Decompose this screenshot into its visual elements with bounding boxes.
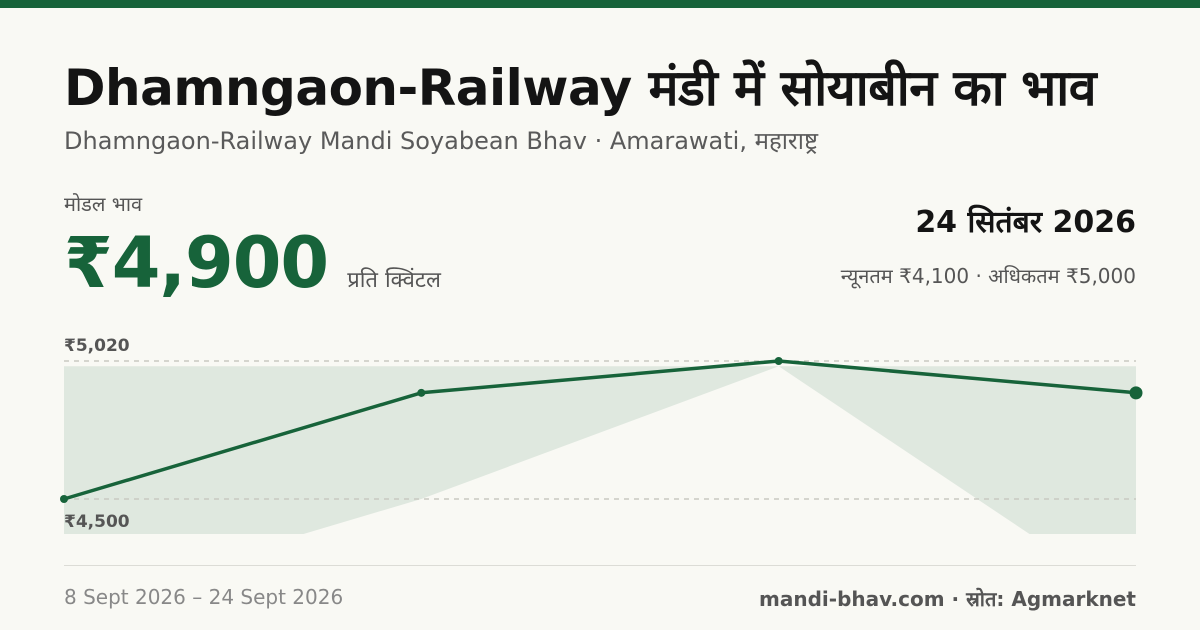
- footer-divider: [64, 565, 1136, 566]
- price-row: ₹4,900 प्रति क्विंटल: [64, 222, 441, 304]
- data-point: [417, 388, 426, 397]
- price-trend-chart: ₹5,020 ₹4,500: [60, 336, 1143, 534]
- page-title: Dhamngaon-Railway मंडी में सोयाबीन का भा…: [64, 59, 1097, 117]
- modal-price-label: मोडल भाव: [64, 192, 143, 216]
- data-point: [60, 495, 68, 503]
- y-tick-label-bottom: ₹4,500: [64, 512, 130, 532]
- date-range: 8 Sept 2026 – 24 Sept 2026: [64, 585, 344, 609]
- latest-data-point: [1129, 386, 1143, 400]
- source-credit: mandi-bhav.com · स्रोत: Agmarknet: [759, 587, 1136, 611]
- y-tick-label-top: ₹5,020: [64, 336, 130, 356]
- min-max-band: [64, 366, 1136, 534]
- price-unit: प्रति क्विंटल: [347, 268, 441, 293]
- modal-price-value: ₹4,900: [64, 222, 329, 304]
- modal-price-line: [63, 359, 1137, 501]
- data-points: [60, 357, 1143, 503]
- data-point: [774, 357, 783, 365]
- min-max-price: न्यूनतम ₹4,100 · अधिकतम ₹5,000: [840, 264, 1136, 288]
- top-accent-bar: [0, 0, 1200, 8]
- page-subtitle: Dhamngaon-Railway Mandi Soyabean Bhav · …: [64, 127, 818, 155]
- price-date: 24 सितंबर 2026: [915, 205, 1136, 240]
